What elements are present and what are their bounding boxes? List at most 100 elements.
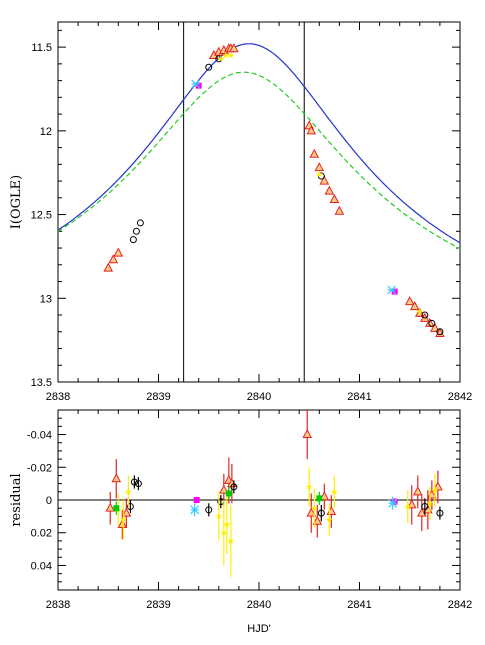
y-tick-label: 12 [40, 126, 52, 138]
data-point [326, 516, 333, 523]
data-point [309, 148, 320, 158]
x-axis-title: HJD' [247, 623, 271, 635]
data-point [227, 537, 235, 544]
series-triangle [103, 43, 445, 337]
series-star [217, 52, 424, 315]
plot-frame [57, 21, 461, 383]
y-tick-label: 0.02 [31, 528, 52, 540]
data-point [421, 503, 429, 511]
data-point [195, 82, 202, 89]
data-point [229, 43, 239, 53]
data-point [421, 311, 429, 319]
data-point [388, 498, 398, 508]
data-point [316, 170, 323, 178]
series-circle [126, 475, 444, 522]
data-point [319, 175, 330, 185]
data-point [218, 484, 229, 494]
x-tick-label: 2839 [146, 599, 170, 611]
data-point [306, 507, 317, 517]
data-point [334, 205, 345, 215]
magnitude-panel: 2838 2839 2840 2841 2842 11.5 12 12.5 13 13.5 I(OG… [9, 21, 472, 403]
data-point [227, 52, 235, 59]
data-point [409, 301, 420, 311]
data-point [319, 491, 330, 501]
data-point [126, 503, 134, 511]
series-square [113, 486, 323, 515]
data-point [425, 317, 435, 327]
data-point [426, 499, 434, 507]
x-tick-label: 2839 [146, 391, 170, 403]
data-point [132, 227, 140, 235]
data-point [314, 162, 325, 172]
data-point [416, 308, 424, 315]
series-cross [191, 79, 397, 295]
data-point [117, 518, 128, 529]
data-point [230, 483, 238, 491]
data-point [404, 503, 412, 510]
data-point [391, 288, 398, 295]
data-point [220, 529, 228, 536]
data-point [430, 322, 440, 332]
data-point [312, 515, 323, 525]
y-tick-label: 13.5 [31, 377, 52, 389]
series-cross [190, 496, 398, 517]
data-point [316, 495, 323, 502]
data-point [428, 319, 436, 327]
data-point [317, 509, 325, 517]
data-point [215, 512, 223, 520]
model-curve-solid [57, 43, 461, 244]
data-point [105, 502, 116, 512]
data-point [205, 63, 213, 71]
data-point [121, 507, 132, 517]
x-tick-label: 2840 [247, 391, 271, 403]
data-point [134, 480, 142, 488]
data-point [387, 285, 397, 295]
data-point [329, 193, 340, 203]
data-point [223, 521, 231, 528]
data-point [125, 488, 132, 495]
y-axis-title: I(OGLE) [9, 175, 24, 229]
series-triangle [105, 410, 443, 540]
y-axis-title: residual [9, 473, 24, 526]
x-tick-label: 2841 [347, 391, 371, 403]
residual-panel: 2838 2839 2840 2841 2842 -0.04 -0.02 0 0.02 0.04 r… [9, 409, 472, 635]
data-point [193, 497, 200, 503]
series-star [115, 467, 439, 577]
y-tick-label: 0.04 [31, 560, 52, 572]
data-point [108, 254, 119, 264]
y-tick-label: -0.04 [27, 430, 52, 442]
data-point [103, 262, 114, 272]
data-point [120, 516, 127, 523]
x-tick-label: 2841 [347, 599, 371, 611]
data-point [431, 486, 439, 493]
data-point [191, 79, 201, 89]
data-point [324, 185, 335, 195]
data-point [113, 505, 120, 512]
series-square [195, 82, 398, 295]
data-point [111, 473, 122, 483]
data-point [225, 490, 232, 497]
data-point [412, 486, 423, 496]
data-point [305, 483, 313, 490]
y-tick-label: 0 [46, 495, 52, 507]
x-tick-label: 2842 [448, 391, 472, 403]
x-tick-label: 2842 [448, 599, 472, 611]
y-tick-label: -0.02 [27, 462, 52, 474]
data-point [310, 504, 318, 511]
model-curve-dashed [57, 71, 461, 250]
x-tick-label: 2838 [46, 599, 70, 611]
data-point [433, 481, 443, 491]
data-point [136, 219, 144, 227]
y-tick-label: 12.5 [31, 210, 52, 222]
y-tick-label: 11.5 [31, 42, 52, 54]
data-point [113, 247, 124, 257]
x-tick-label: 2840 [247, 599, 271, 611]
data-point [436, 328, 444, 336]
data-point [302, 428, 313, 439]
data-point [331, 488, 338, 495]
data-point [190, 505, 200, 515]
data-point [404, 296, 415, 306]
data-point [217, 55, 225, 62]
data-point [205, 506, 213, 514]
